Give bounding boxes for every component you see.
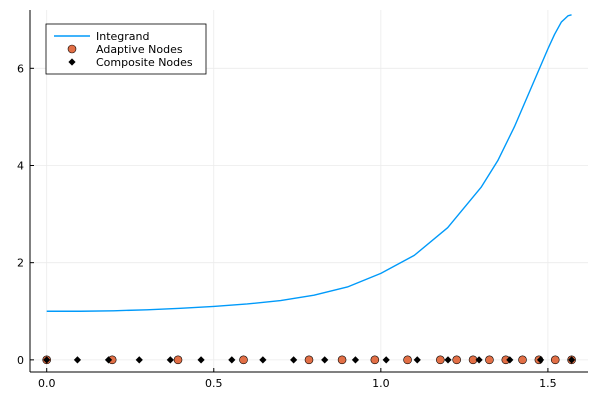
- composite-node-point: [444, 356, 452, 364]
- composite-node-point: [259, 356, 267, 364]
- x-tick-label: 1.0: [372, 377, 390, 390]
- adaptive-node-point: [239, 355, 248, 365]
- composite-node-point: [228, 356, 236, 364]
- composite-node-point: [475, 356, 483, 364]
- legend-label: Composite Nodes: [96, 56, 193, 69]
- composite-node-point: [321, 356, 329, 364]
- legend-swatch-composite: [68, 58, 76, 66]
- axes: [29, 10, 588, 373]
- composite-node-point: [290, 356, 298, 364]
- plot-area: [42, 14, 576, 365]
- x-tick-label: 0.5: [205, 377, 223, 390]
- adaptive-node-point: [337, 355, 347, 365]
- composite-node-point: [104, 356, 113, 364]
- composite-node-point: [73, 356, 82, 364]
- composite-node-point: [197, 356, 205, 364]
- adaptive-node-point: [485, 355, 494, 365]
- adaptive-node-point: [436, 355, 445, 365]
- adaptive-node-point: [304, 355, 314, 365]
- y-tick-label: 0: [17, 354, 24, 367]
- x-tick-label: 0.0: [38, 377, 56, 390]
- y-tick-label: 6: [17, 62, 24, 75]
- legend-label: Adaptive Nodes: [96, 43, 183, 56]
- adaptive-node-point: [518, 355, 527, 365]
- composite-node-point: [382, 356, 390, 364]
- adaptive-node-point: [550, 355, 560, 365]
- composite-node-point: [506, 356, 514, 364]
- y-tick-label: 4: [17, 159, 24, 172]
- adaptive-node-point: [173, 355, 183, 365]
- integrand-line: [46, 14, 572, 312]
- composite-node-point: [536, 356, 545, 364]
- composite-node-point: [568, 356, 576, 364]
- legend-swatch-adaptive: [67, 44, 77, 54]
- composite-node-point: [43, 356, 51, 364]
- composite-node-point: [135, 356, 143, 364]
- legend-label: Integrand: [96, 30, 150, 43]
- composite-node-point: [166, 356, 174, 364]
- composite-node-point: [413, 356, 421, 364]
- tick-labels: 0.0 0.5 1.0 1.5 0 2 4 6: [17, 62, 557, 390]
- adaptive-node-point: [370, 355, 380, 365]
- x-tick-label: 1.5: [539, 377, 557, 390]
- adaptive-node-point: [403, 355, 412, 365]
- y-tick-label: 2: [17, 257, 24, 270]
- composite-node-point: [351, 356, 360, 364]
- adaptive-node-point: [452, 355, 461, 365]
